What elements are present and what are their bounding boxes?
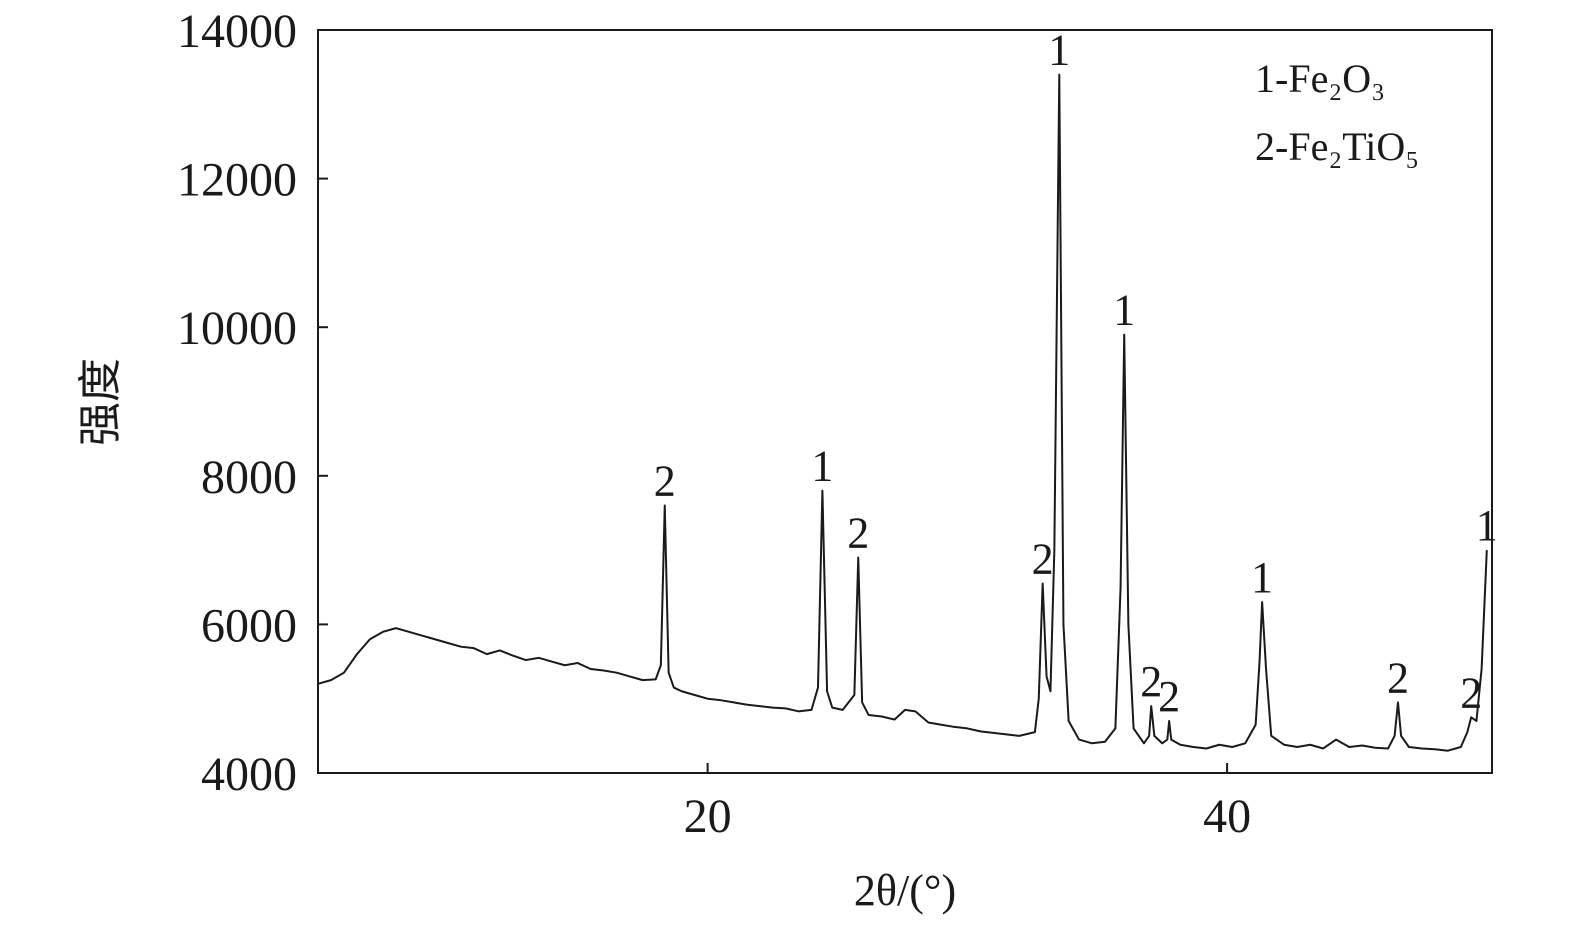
peak-label: 1 <box>811 442 833 491</box>
x-axis-label: 2θ/(°) <box>854 866 956 915</box>
peak-label: 1 <box>1476 501 1498 550</box>
peak-label: 1 <box>1048 26 1070 75</box>
data-line <box>317 73 1488 752</box>
peak-label: 2 <box>1032 535 1054 584</box>
y-tick-label: 10000 <box>177 302 297 355</box>
peak-label: 2 <box>1140 657 1162 706</box>
peak-label: 1 <box>1251 553 1273 602</box>
peak-label: 2 <box>1158 672 1180 721</box>
peak-label: 2 <box>1460 668 1482 717</box>
plot-frame <box>317 29 1493 774</box>
y-tick-label: 12000 <box>177 154 297 207</box>
x-tick-label: 20 <box>684 790 732 843</box>
peak-label: 2 <box>1387 653 1409 702</box>
y-tick-label: 14000 <box>177 5 297 58</box>
y-tick-label: 8000 <box>201 451 297 504</box>
x-tick-label: 40 <box>1203 790 1251 843</box>
y-tick-label: 4000 <box>201 748 297 801</box>
y-axis-label: 强度 <box>76 358 125 446</box>
peak-label: 1 <box>1113 286 1135 335</box>
y-tick-label: 6000 <box>201 599 297 652</box>
legend-text: 2-Fe₂TiO₅ <box>1255 124 1419 169</box>
peak-label: 2 <box>654 457 676 506</box>
peak-label: 2 <box>847 509 869 558</box>
legend-text: 1-Fe₂O₃ <box>1255 56 1385 101</box>
